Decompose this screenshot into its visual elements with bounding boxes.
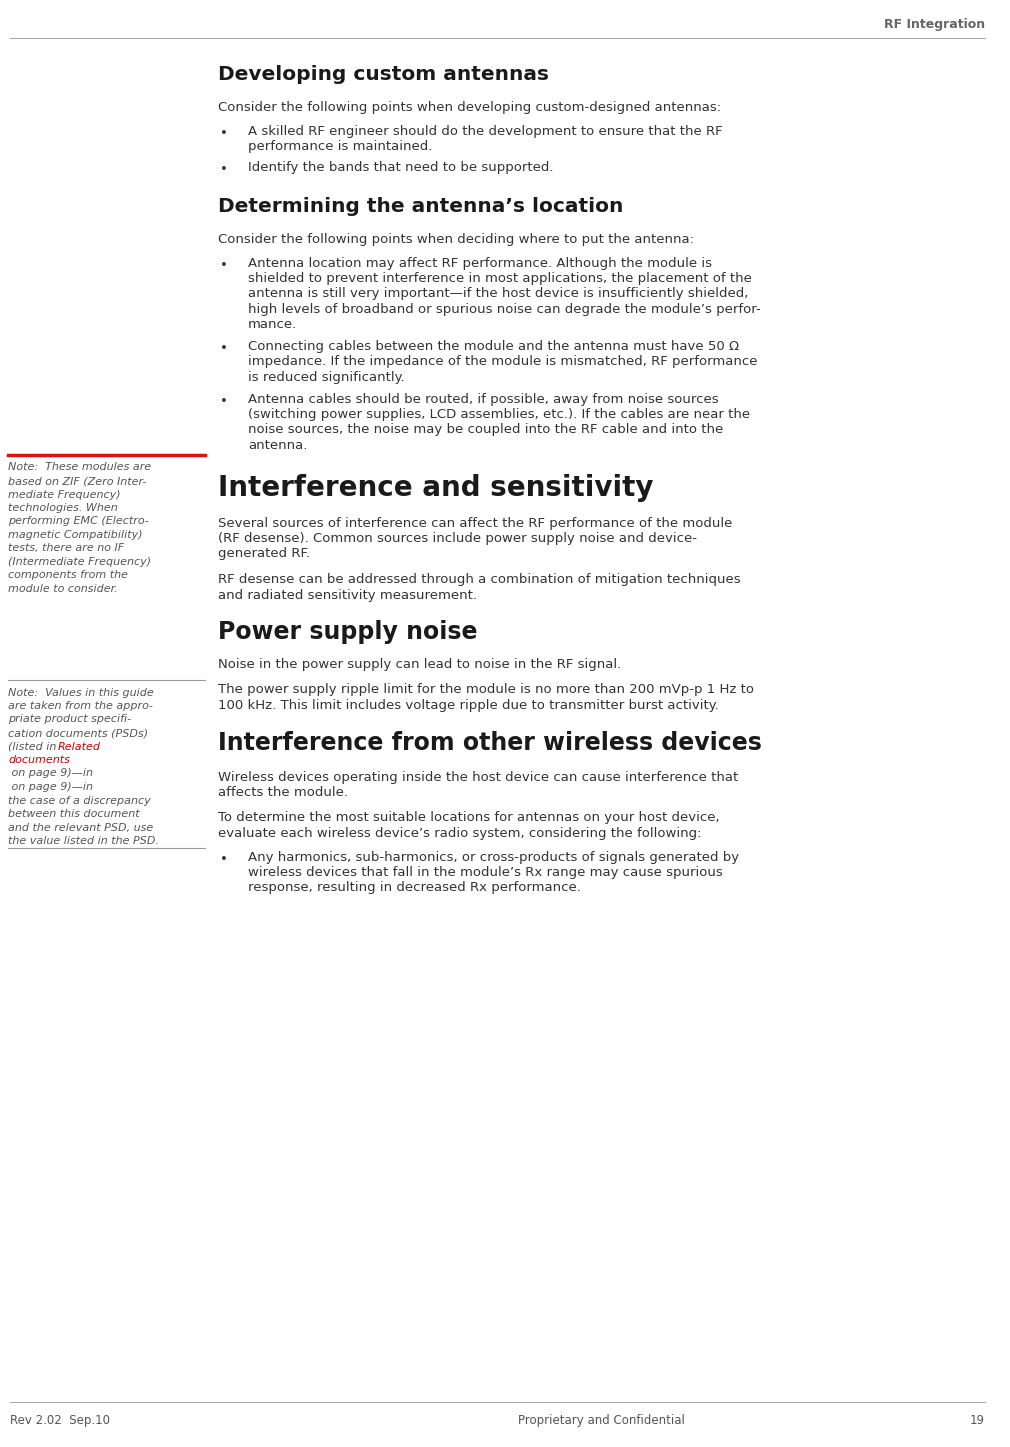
- Text: To determine the most suitable locations for antennas on your host device,: To determine the most suitable locations…: [218, 812, 719, 825]
- Text: noise sources, the noise may be coupled into the RF cable and into the: noise sources, the noise may be coupled …: [248, 424, 723, 437]
- Text: the value listed in the PSD.: the value listed in the PSD.: [8, 836, 159, 846]
- Text: Wireless devices operating inside the host device can cause interference that: Wireless devices operating inside the ho…: [218, 770, 738, 783]
- Text: •: •: [220, 164, 228, 177]
- Text: affects the module.: affects the module.: [218, 786, 348, 799]
- Text: Note:  Values in this guide: Note: Values in this guide: [8, 687, 154, 697]
- Text: Interference from other wireless devices: Interference from other wireless devices: [218, 731, 762, 754]
- Text: module to consider.: module to consider.: [8, 585, 118, 595]
- Text: •: •: [220, 341, 228, 355]
- Text: Proprietary and Confidential: Proprietary and Confidential: [517, 1414, 685, 1427]
- Text: 19: 19: [970, 1414, 985, 1427]
- Text: Interference and sensitivity: Interference and sensitivity: [218, 475, 653, 502]
- Text: based on ZIF (Zero Inter-: based on ZIF (Zero Inter-: [8, 476, 146, 486]
- Text: RF desense can be addressed through a combination of mitigation techniques: RF desense can be addressed through a co…: [218, 573, 740, 586]
- Text: RF Integration: RF Integration: [884, 17, 985, 30]
- Text: impedance. If the impedance of the module is mismatched, RF performance: impedance. If the impedance of the modul…: [248, 356, 758, 369]
- Text: Determining the antenna’s location: Determining the antenna’s location: [218, 197, 623, 216]
- Text: Power supply noise: Power supply noise: [218, 619, 478, 644]
- Text: Antenna location may affect RF performance. Although the module is: Antenna location may affect RF performan…: [248, 256, 712, 269]
- Text: Rev 2.02  Sep.10: Rev 2.02 Sep.10: [10, 1414, 110, 1427]
- Text: •: •: [220, 126, 228, 139]
- Text: and radiated sensitivity measurement.: and radiated sensitivity measurement.: [218, 589, 477, 602]
- Text: the case of a discrepancy: the case of a discrepancy: [8, 796, 150, 806]
- Text: Consider the following points when deciding where to put the antenna:: Consider the following points when decid…: [218, 233, 694, 246]
- Text: response, resulting in decreased Rx performance.: response, resulting in decreased Rx perf…: [248, 881, 581, 894]
- Text: (switching power supplies, LCD assemblies, etc.). If the cables are near the: (switching power supplies, LCD assemblie…: [248, 408, 750, 421]
- Text: shielded to prevent interference in most applications, the placement of the: shielded to prevent interference in most…: [248, 272, 751, 285]
- Text: (Intermediate Frequency): (Intermediate Frequency): [8, 557, 152, 567]
- Text: antenna.: antenna.: [248, 438, 307, 451]
- Text: The power supply ripple limit for the module is no more than 200 mVp-p 1 Hz to: The power supply ripple limit for the mo…: [218, 683, 754, 696]
- Text: antenna is still very important—if the host device is insufficiently shielded,: antenna is still very important—if the h…: [248, 288, 748, 301]
- Text: documents: documents: [8, 755, 70, 765]
- Text: evaluate each wireless device’s radio system, considering the following:: evaluate each wireless device’s radio sy…: [218, 828, 702, 841]
- Text: are taken from the appro-: are taken from the appro-: [8, 700, 153, 710]
- Text: •: •: [220, 852, 228, 865]
- Text: Note:  These modules are: Note: These modules are: [8, 463, 152, 473]
- Text: generated RF.: generated RF.: [218, 547, 310, 560]
- Text: Identify the bands that need to be supported.: Identify the bands that need to be suppo…: [248, 162, 553, 175]
- Text: cation documents (PSDs): cation documents (PSDs): [8, 728, 148, 738]
- Text: tests, there are no IF: tests, there are no IF: [8, 544, 124, 554]
- Text: Developing custom antennas: Developing custom antennas: [218, 65, 549, 84]
- Text: (RF desense). Common sources include power supply noise and device-: (RF desense). Common sources include pow…: [218, 532, 697, 546]
- Text: between this document: between this document: [8, 809, 139, 819]
- Text: Connecting cables between the module and the antenna must have 50 Ω: Connecting cables between the module and…: [248, 340, 739, 353]
- Text: high levels of broadband or spurious noise can degrade the module’s perfor-: high levels of broadband or spurious noi…: [248, 302, 761, 315]
- Text: Antenna cables should be routed, if possible, away from noise sources: Antenna cables should be routed, if poss…: [248, 392, 719, 405]
- Text: is reduced significantly.: is reduced significantly.: [248, 370, 405, 383]
- Text: Any harmonics, sub-harmonics, or cross-products of signals generated by: Any harmonics, sub-harmonics, or cross-p…: [248, 851, 739, 864]
- Text: priate product specifi-: priate product specifi-: [8, 715, 131, 725]
- Text: magnetic Compatibility): magnetic Compatibility): [8, 530, 142, 540]
- Text: components from the: components from the: [8, 570, 128, 580]
- Text: •: •: [220, 395, 228, 408]
- Text: •: •: [220, 259, 228, 272]
- Text: technologies. When: technologies. When: [8, 504, 118, 514]
- Text: (listed in: (listed in: [8, 741, 60, 751]
- Text: performance is maintained.: performance is maintained.: [248, 140, 432, 153]
- Text: on page 9)—in: on page 9)—in: [8, 768, 93, 778]
- Text: and the relevant PSD, use: and the relevant PSD, use: [8, 822, 154, 832]
- Text: Several sources of interference can affect the RF performance of the module: Several sources of interference can affe…: [218, 517, 732, 530]
- Text: on page 9)—in: on page 9)—in: [8, 781, 93, 792]
- Text: A skilled RF engineer should do the development to ensure that the RF: A skilled RF engineer should do the deve…: [248, 124, 722, 137]
- Text: Noise in the power supply can lead to noise in the RF signal.: Noise in the power supply can lead to no…: [218, 658, 621, 671]
- Text: wireless devices that fall in the module’s Rx range may cause spurious: wireless devices that fall in the module…: [248, 865, 723, 878]
- Text: mance.: mance.: [248, 318, 297, 331]
- Text: 100 kHz. This limit includes voltage ripple due to transmitter burst activity.: 100 kHz. This limit includes voltage rip…: [218, 699, 719, 712]
- Text: Related: Related: [58, 741, 101, 751]
- Text: Consider the following points when developing custom-designed antennas:: Consider the following points when devel…: [218, 101, 721, 114]
- Text: mediate Frequency): mediate Frequency): [8, 489, 120, 499]
- Text: performing EMC (Electro-: performing EMC (Electro-: [8, 517, 148, 527]
